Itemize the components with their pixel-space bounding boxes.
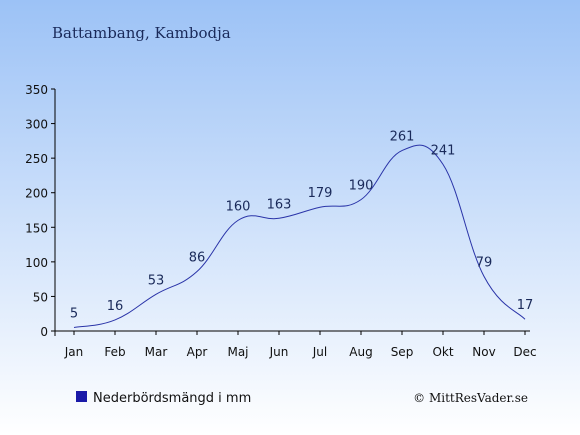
legend-swatch xyxy=(76,391,87,402)
x-tick-label: Nov xyxy=(472,345,495,359)
x-tick-label: Okt xyxy=(432,345,453,359)
data-label: 79 xyxy=(476,255,493,270)
chart-title: Battambang, Kambodja xyxy=(52,24,231,42)
x-tick-label: Maj xyxy=(227,345,248,359)
x-tick-label: Feb xyxy=(104,345,125,359)
data-label: 53 xyxy=(148,273,165,288)
y-tick-label: 300 xyxy=(25,118,48,132)
x-tick-label: Apr xyxy=(187,345,208,359)
y-tick-label: 100 xyxy=(25,256,48,270)
series-line-layer xyxy=(73,144,526,329)
y-tick-label: 150 xyxy=(25,221,48,235)
x-tick-label: Sep xyxy=(391,345,414,359)
y-tick-label: 0 xyxy=(40,325,48,339)
x-tick-label: Jan xyxy=(64,345,84,359)
data-label: 160 xyxy=(226,199,251,214)
x-tick-label: Jul xyxy=(312,345,327,359)
x-tick-label: Dec xyxy=(513,345,536,359)
data-label: 5 xyxy=(70,307,78,322)
y-tick-label: 250 xyxy=(25,152,48,166)
legend-label: Nederbördsmängd i mm xyxy=(93,391,251,406)
data-label: 179 xyxy=(308,186,333,201)
data-labels: 5 16 53 86 160 163 179 190 261 241 79 17 xyxy=(70,130,533,322)
x-tick-label: Aug xyxy=(349,345,372,359)
data-label: 17 xyxy=(517,298,534,313)
x-tick-label: Jun xyxy=(269,345,289,359)
data-label: 190 xyxy=(349,179,374,194)
copyright-text: © MittResVader.se xyxy=(413,391,528,405)
data-label: 261 xyxy=(390,130,415,145)
y-tick-label: 50 xyxy=(33,290,48,304)
axes: 0 50 100 150 200 250 300 350 Jan Feb Mar Apr Maj Jun J… xyxy=(25,83,537,359)
data-label: 86 xyxy=(189,251,206,266)
y-tick-label: 350 xyxy=(25,83,48,97)
y-tick-label: 200 xyxy=(25,187,48,201)
data-label: 241 xyxy=(431,143,456,158)
data-label: 163 xyxy=(267,197,292,212)
series-line xyxy=(73,144,526,329)
x-tick-label: Mar xyxy=(145,345,168,359)
data-label: 16 xyxy=(107,299,124,314)
